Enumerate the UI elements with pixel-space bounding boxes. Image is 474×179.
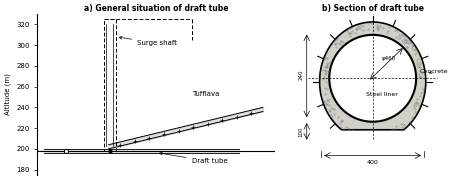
Text: 240: 240: [299, 70, 303, 80]
Y-axis label: Altitude (m): Altitude (m): [4, 73, 11, 115]
Title: a) General situation of draft tube: a) General situation of draft tube: [84, 4, 228, 13]
Text: φ460: φ460: [382, 57, 396, 62]
Title: b) Section of draft tube: b) Section of draft tube: [322, 4, 424, 13]
Circle shape: [329, 35, 416, 122]
Text: Draft tube: Draft tube: [160, 152, 228, 165]
Polygon shape: [319, 22, 426, 130]
Text: 400: 400: [367, 160, 379, 165]
Text: Steel liner: Steel liner: [366, 92, 398, 97]
Text: 100: 100: [299, 126, 303, 137]
Text: Tufflava: Tufflava: [191, 91, 219, 97]
Text: Concrete: Concrete: [420, 69, 448, 74]
Text: Surge shaft: Surge shaft: [119, 36, 177, 46]
